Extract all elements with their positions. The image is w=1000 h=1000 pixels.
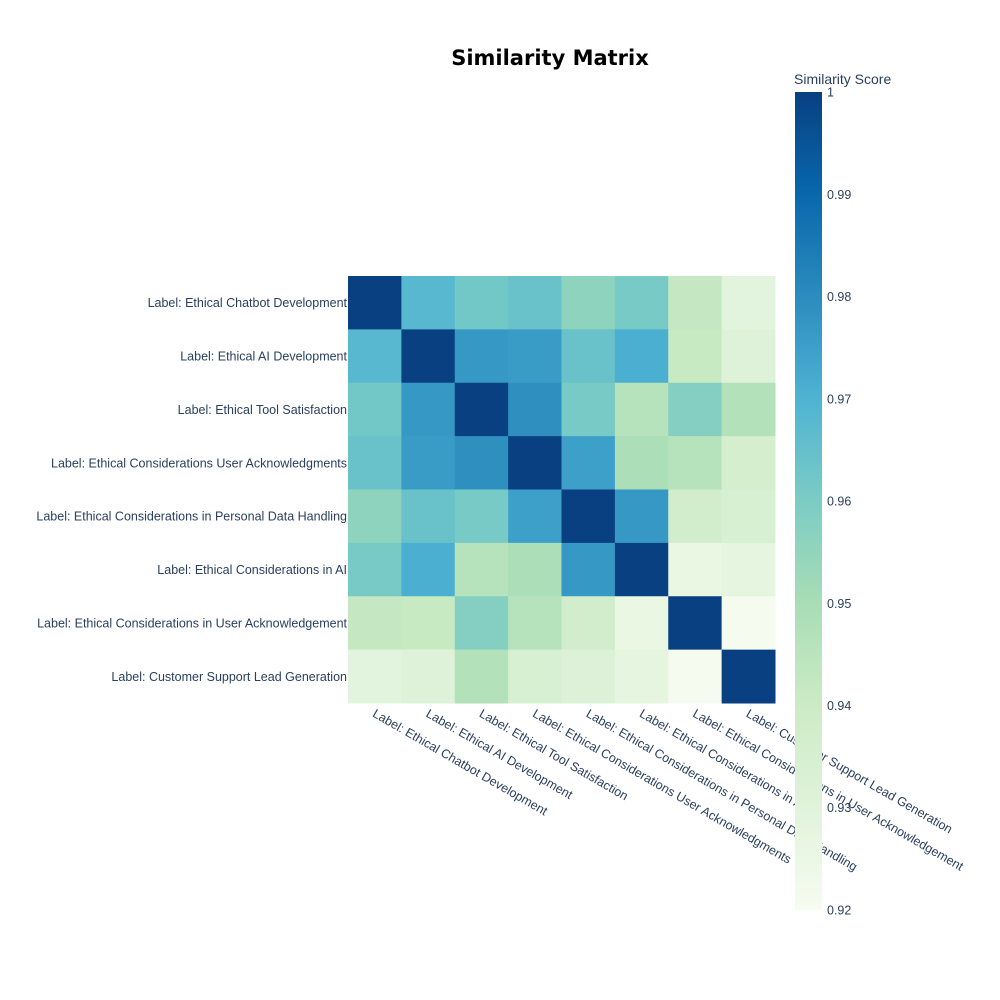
heatmap-cell	[721, 276, 776, 330]
heatmap-cell	[721, 649, 776, 704]
heatmap-cell	[348, 436, 402, 491]
heatmap-cell	[401, 329, 456, 384]
colorbar-gradient	[795, 92, 822, 910]
heatmap-cell	[401, 382, 456, 437]
colorbar: Similarity Score 1 0.99 0.98 0.97 0.96 0.95 0.…	[794, 71, 891, 918]
heatmap-cell	[401, 596, 456, 651]
heatmap-cell	[614, 329, 669, 384]
heatmap-cell	[668, 276, 723, 330]
heatmap-cell	[721, 542, 776, 597]
heatmap-cell	[561, 276, 616, 330]
heatmap-cell	[508, 649, 563, 704]
chart-title: Similarity Matrix	[451, 46, 649, 70]
colorbar-tick-label: 0.98	[827, 290, 851, 304]
heatmap-cell	[348, 276, 402, 330]
colorbar-tick-label: 1	[827, 86, 834, 100]
colorbar-tick-label: 0.94	[827, 699, 851, 713]
heatmap-cell	[668, 382, 723, 437]
y-axis-label: Label: Ethical AI Development	[180, 350, 347, 364]
heatmap-cell	[561, 649, 616, 704]
colorbar-tick-label: 0.99	[827, 188, 851, 202]
heatmap-cell	[721, 329, 776, 384]
heatmap-cell	[614, 489, 669, 544]
heatmap-cell	[508, 596, 563, 651]
heatmap-cell	[348, 542, 402, 597]
heatmap-cell	[561, 596, 616, 651]
heatmap-cell	[401, 436, 456, 491]
heatmap-cell	[348, 649, 402, 704]
heatmap-cell	[348, 596, 402, 651]
heatmap-cell	[401, 489, 456, 544]
heatmap-cell	[454, 436, 509, 491]
heatmap-cells	[348, 276, 776, 704]
colorbar-tick-label: 0.96	[827, 495, 851, 509]
y-axis-label: Label: Ethical Tool Satisfaction	[178, 403, 347, 417]
y-axis-labels: Label: Ethical Chatbot Development Label:…	[36, 296, 347, 684]
heatmap-cell	[508, 436, 563, 491]
heatmap-cell	[668, 542, 723, 597]
heatmap-cell	[454, 329, 509, 384]
heatmap-cell	[508, 329, 563, 384]
heatmap-cell	[561, 489, 616, 544]
heatmap-cell	[401, 649, 456, 704]
heatmap-cell	[668, 489, 723, 544]
y-axis-label: Label: Ethical Considerations in User Ac…	[37, 616, 347, 630]
heatmap-cell	[668, 436, 723, 491]
heatmap-cell	[454, 542, 509, 597]
heatmap-cell	[454, 276, 509, 330]
heatmap-cell	[614, 276, 669, 330]
heatmap-cell	[348, 329, 402, 384]
heatmap-cell	[561, 436, 616, 491]
heatmap-cell	[561, 329, 616, 384]
heatmap-cell	[508, 489, 563, 544]
heatmap-cell	[401, 276, 456, 330]
heatmap-cell	[614, 436, 669, 491]
y-axis-label: Label: Ethical Considerations User Ackno…	[51, 456, 347, 470]
heatmap-cell	[721, 382, 776, 437]
heatmap-cell	[454, 489, 509, 544]
heatmap-cell	[401, 542, 456, 597]
y-axis-label: Label: Ethical Chatbot Development	[148, 296, 348, 310]
heatmap-cell	[454, 382, 509, 437]
x-axis-labels: Label: Ethical Chatbot DevelopmentLabel:…	[370, 706, 966, 873]
heatmap-cell	[561, 382, 616, 437]
heatmap-cell	[614, 596, 669, 651]
heatmap-cell	[668, 329, 723, 384]
heatmap-cell	[614, 382, 669, 437]
colorbar-tick-label: 0.92	[827, 904, 851, 918]
colorbar-tick-label: 0.97	[827, 392, 851, 406]
heatmap-cell	[561, 542, 616, 597]
heatmap-cell	[508, 382, 563, 437]
heatmap-cell	[348, 489, 402, 544]
heatmap-cell	[721, 436, 776, 491]
colorbar-tick-label: 0.95	[827, 597, 851, 611]
heatmap-cell	[614, 649, 669, 704]
heatmap-cell	[348, 382, 402, 437]
colorbar-tick-label: 0.93	[827, 801, 851, 815]
y-axis-label: Label: Customer Support Lead Generation	[111, 670, 347, 684]
heatmap-cell	[721, 489, 776, 544]
heatmap-cell	[614, 542, 669, 597]
heatmap-cell	[508, 542, 563, 597]
colorbar-title: Similarity Score	[794, 71, 891, 87]
heatmap-cell	[721, 596, 776, 651]
heatmap-cell	[454, 596, 509, 651]
heatmap-cell	[668, 649, 723, 704]
y-axis-label: Label: Ethical Considerations in Persona…	[36, 510, 347, 524]
heatmap-cell	[508, 276, 563, 330]
heatmap-cell	[454, 649, 509, 704]
heatmap-cell	[668, 596, 723, 651]
y-axis-label: Label: Ethical Considerations in AI	[157, 563, 347, 577]
